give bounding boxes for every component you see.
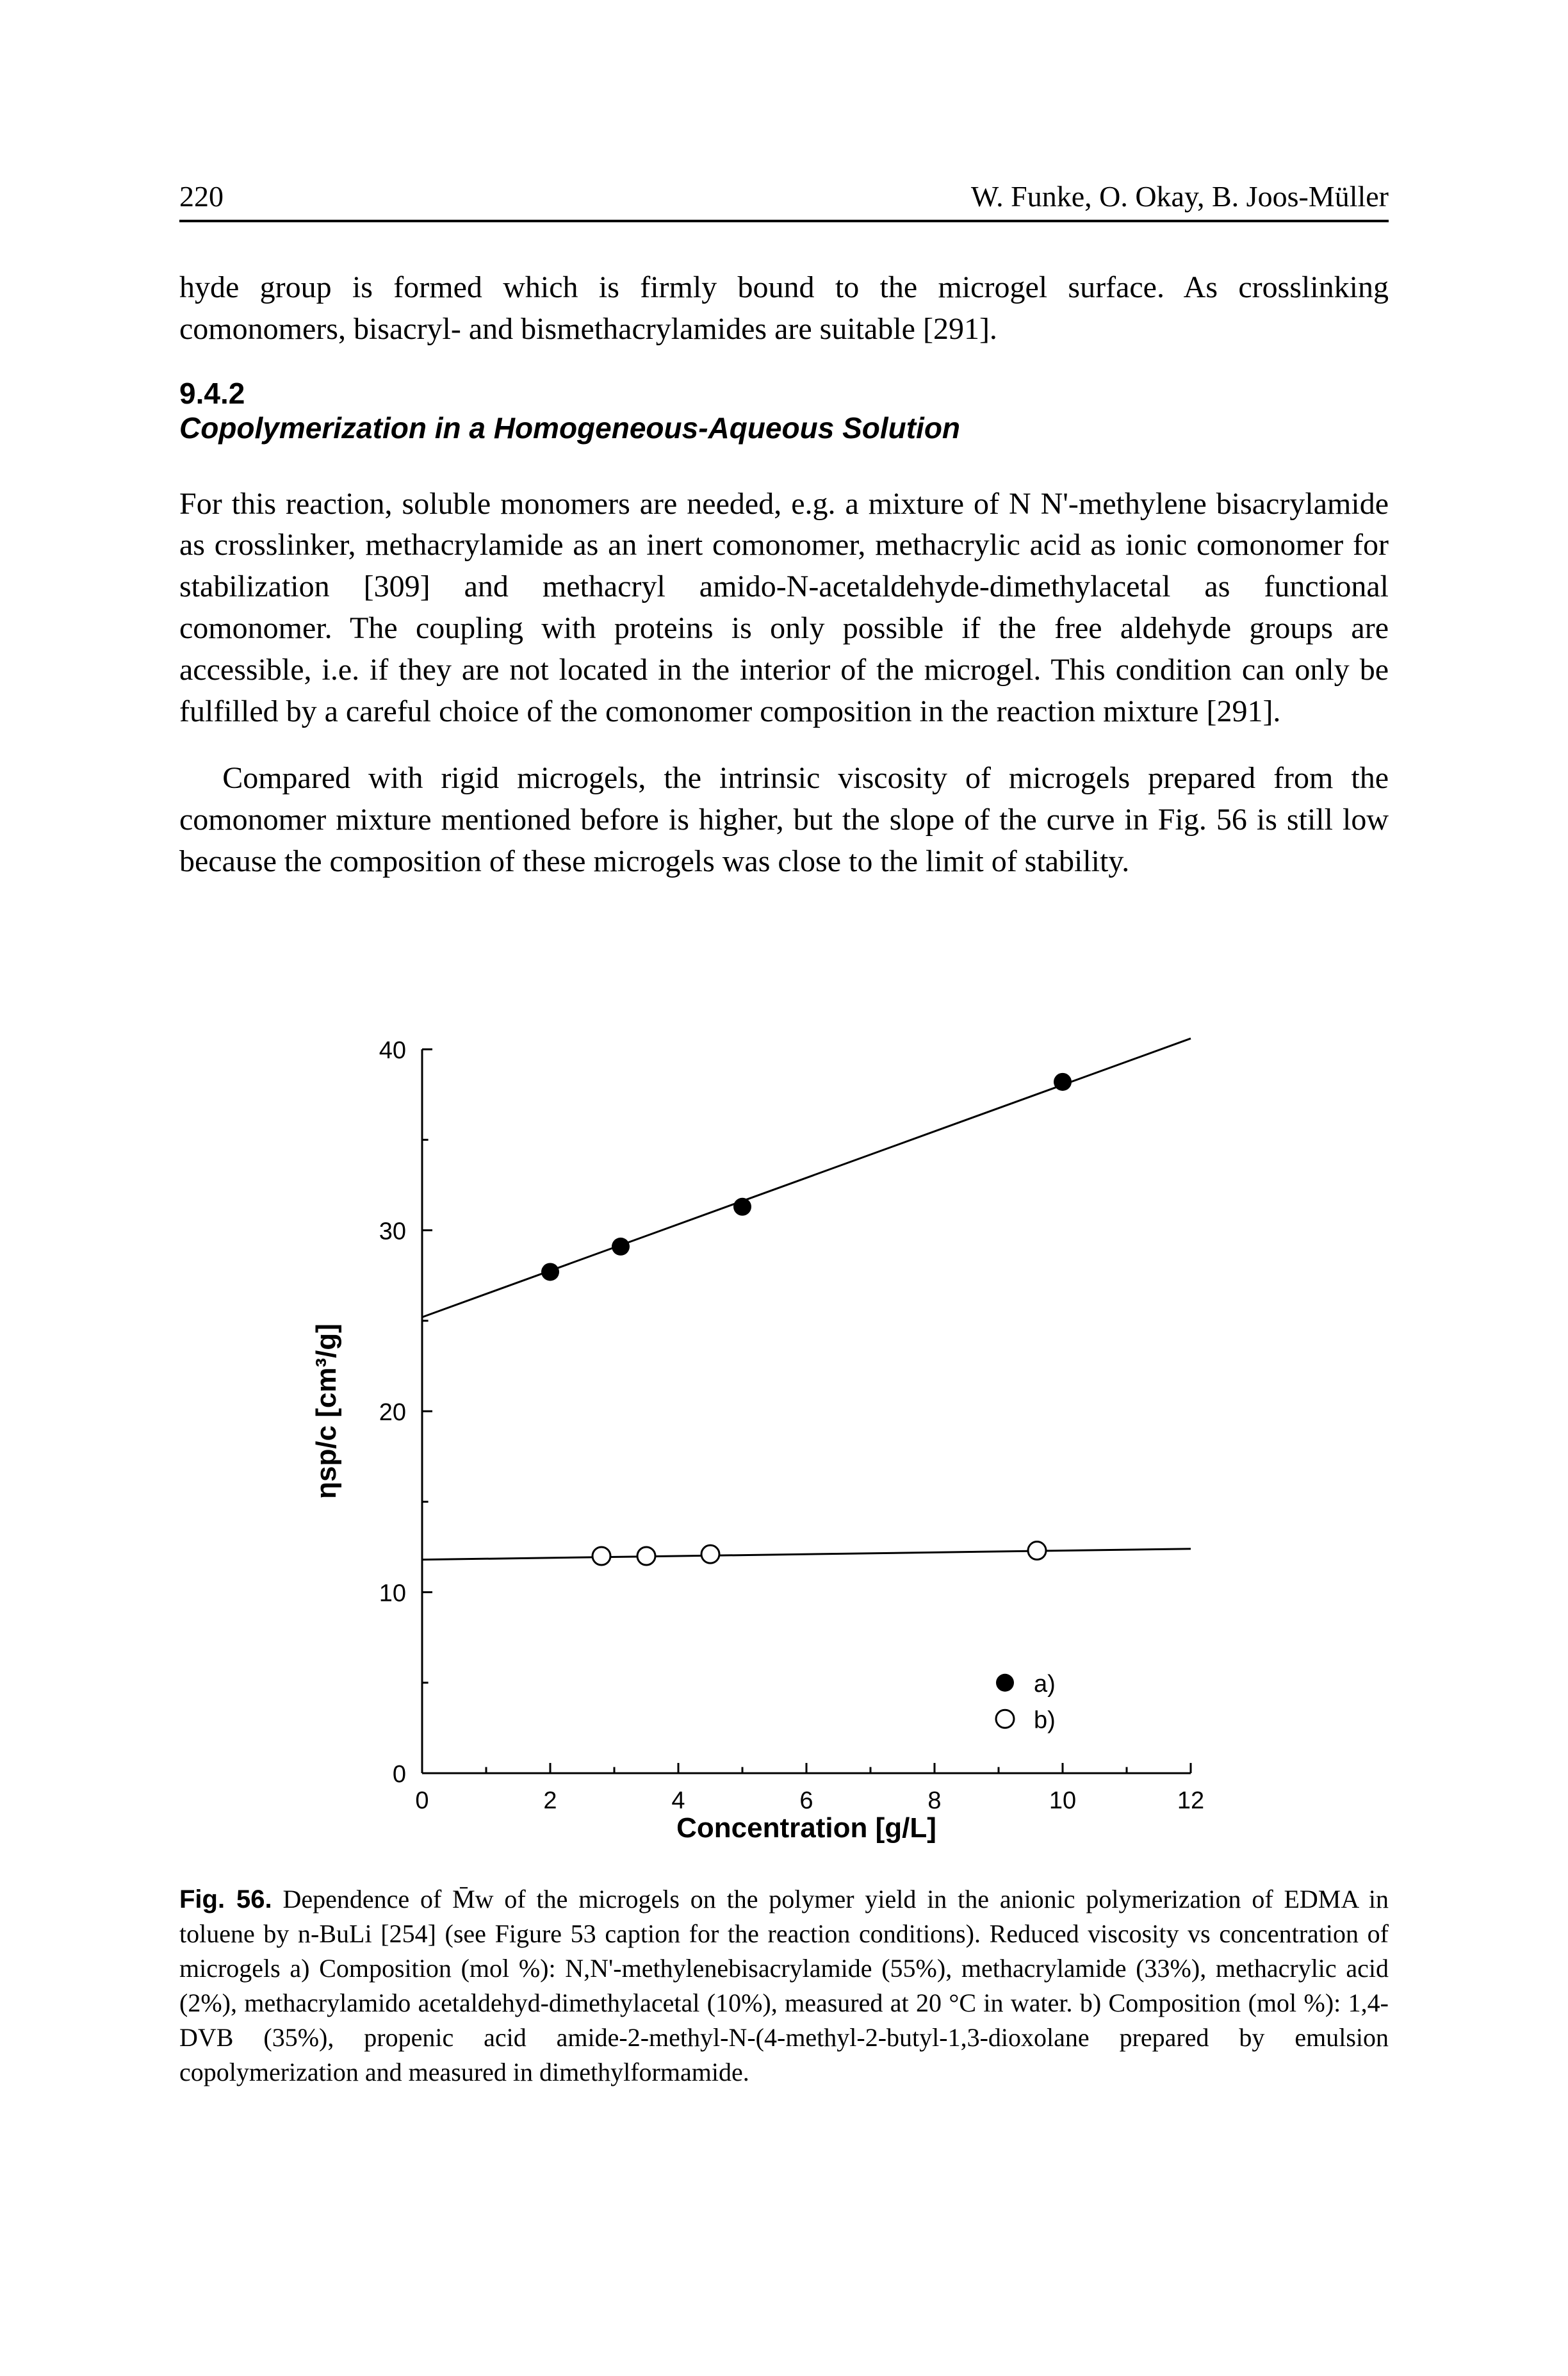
svg-text:0: 0 [393, 1761, 406, 1788]
svg-text:40: 40 [379, 1037, 406, 1064]
page: 220 W. Funke, O. Okay, B. Joos-Müller hy… [0, 0, 1568, 2376]
running-header: 220 W. Funke, O. Okay, B. Joos-Müller [179, 179, 1389, 222]
caption-text: Dependence of M̄w of the microgels on th… [179, 1885, 1389, 2086]
paragraph-continuation: hyde group is formed which is firmly bou… [179, 267, 1389, 350]
svg-text:10: 10 [379, 1580, 406, 1607]
viscosity-chart: 0 2 4 6 8 10 12 0 10 20 30 40 Concentration [g/L] ηsp… [288, 972, 1280, 1856]
figure-56: 0 2 4 6 8 10 12 0 10 20 30 40 Concentration [g/L] ηsp… [179, 972, 1389, 2090]
section-number: 9.4.2 [179, 376, 1389, 411]
section-title: Copolymerization in a Homogeneous-Aqueou… [179, 411, 1389, 445]
paragraph-3: Compared with rigid microgels, the intri… [179, 758, 1389, 882]
svg-text:Concentration [g/L]: Concentration [g/L] [676, 1812, 936, 1844]
figure-caption: Fig. 56. Dependence of M̄w of the microg… [179, 1882, 1389, 2090]
svg-text:20: 20 [379, 1399, 406, 1426]
svg-text:b): b) [1034, 1707, 1056, 1733]
svg-text:8: 8 [927, 1787, 941, 1814]
svg-text:0: 0 [415, 1787, 429, 1814]
page-number: 220 [179, 179, 224, 213]
svg-text:4: 4 [671, 1787, 685, 1814]
svg-text:10: 10 [1049, 1787, 1076, 1814]
svg-text:30: 30 [379, 1218, 406, 1245]
svg-text:12: 12 [1177, 1787, 1204, 1814]
svg-text:6: 6 [799, 1787, 813, 1814]
running-head: W. Funke, O. Okay, B. Joos-Müller [971, 179, 1389, 213]
svg-text:2: 2 [543, 1787, 557, 1814]
svg-text:a): a) [1034, 1671, 1056, 1698]
caption-label: Fig. 56. [179, 1885, 272, 1913]
paragraph-2: For this reaction, soluble monomers are … [179, 484, 1389, 733]
svg-text:ηsp/c [cm³/g]: ηsp/c [cm³/g] [311, 1323, 342, 1499]
